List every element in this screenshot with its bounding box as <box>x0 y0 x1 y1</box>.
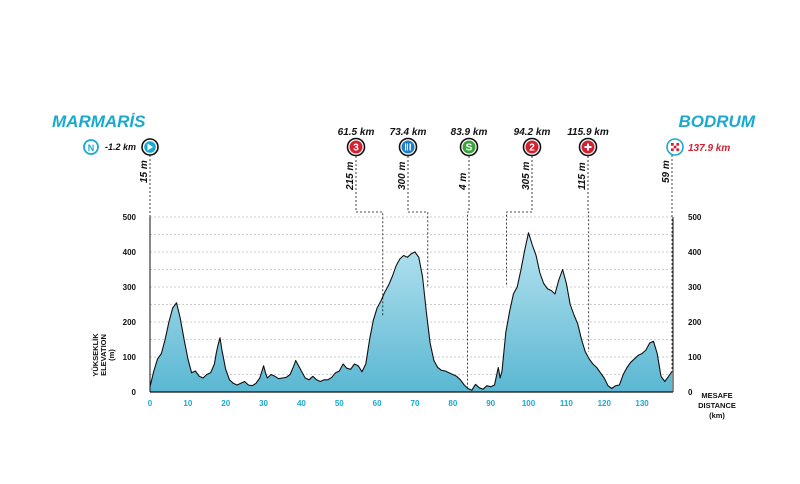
y-tick-right: 400 <box>688 248 702 257</box>
x-tick: 50 <box>335 399 344 408</box>
y-tick-left: 400 <box>123 248 137 257</box>
start-neutral-letter: N <box>88 143 95 153</box>
marker-altitude-label: 4 m <box>458 173 469 191</box>
y-tick-right: 200 <box>688 318 702 327</box>
marker-altitude-label: 215 m <box>345 162 356 191</box>
marker-km-label: 73.4 km <box>390 127 427 138</box>
elevation-area <box>150 232 672 392</box>
y-axis-title-line-3: (m) <box>107 349 116 361</box>
marker-leader-line <box>355 156 384 317</box>
y-axis-title-line-1: YÜKSEKLİK <box>91 333 100 377</box>
marker-leader-line <box>467 156 470 391</box>
x-axis-title-line-3: (km) <box>709 411 725 420</box>
marker-km-label: 94.2 km <box>514 127 551 138</box>
x-tick: 100 <box>522 399 536 408</box>
marker-altitude-label: 115 m <box>577 162 588 190</box>
x-tick: 0 <box>148 399 153 408</box>
y-tick-left: 100 <box>123 353 137 362</box>
x-tick: 130 <box>635 399 649 408</box>
fork-knife-icon <box>405 143 411 151</box>
marker-badge-fill <box>462 140 476 154</box>
marker-badge-fill <box>349 140 363 154</box>
start-city: MARMARİS <box>52 112 146 131</box>
marker-plus: 115.9 km 115 m <box>567 127 609 352</box>
y-tick-right: 300 <box>688 283 702 292</box>
x-tick: 80 <box>448 399 457 408</box>
x-tick: 10 <box>183 399 192 408</box>
marker-badge-fill <box>401 140 415 154</box>
marker-symbol: 2 <box>529 143 535 154</box>
marker-climb: 61.5 km 215 m 3 <box>338 127 384 317</box>
finish-km-label: 137.9 km <box>688 143 730 154</box>
route-markers: 61.5 km 215 m 3 73.4 km 300 m 83.9 km 4 m S 94.2… <box>149 127 673 391</box>
finish-altitude-label: 59 m <box>661 160 672 183</box>
x-tick: 90 <box>486 399 495 408</box>
marker-leader-line <box>587 156 590 352</box>
marker-altitude-label: 305 m <box>521 162 532 190</box>
marker-leader-line <box>407 156 429 287</box>
start-neutral-badge: N <box>83 139 99 155</box>
finish-city: BODRUM <box>679 112 756 131</box>
y-axis-title-line-2: ELEVATION <box>99 334 108 376</box>
y-tick-left: 0 <box>132 388 137 397</box>
y-tick-left: 200 <box>123 318 137 327</box>
marker-km-label: 61.5 km <box>338 127 375 138</box>
x-tick: 120 <box>598 399 612 408</box>
x-tick: 30 <box>259 399 268 408</box>
start-flag-icon <box>141 138 159 156</box>
x-tick: 70 <box>411 399 420 408</box>
start-altitude-label: 15 m <box>139 160 150 183</box>
marker-symbol: S <box>466 143 473 154</box>
x-axis-title-line-1: MESAFE <box>701 391 732 400</box>
y-tick-right: 500 <box>688 213 702 222</box>
marker-km-label: 83.9 km <box>451 127 488 138</box>
y-axis-title: YÜKSEKLİK ELEVATION (m) <box>91 333 116 377</box>
y-tick-right: 0 <box>688 388 693 397</box>
axis-ticks: 0 0 100 100 200 200 300 300 400 400 500 500 0 10 20 30 4… <box>123 213 702 408</box>
marker-symbol: 3 <box>353 143 359 154</box>
x-tick: 20 <box>221 399 230 408</box>
y-tick-left: 500 <box>123 213 137 222</box>
x-axis-title: MESAFE DISTANCE (km) <box>698 391 736 420</box>
x-tick: 40 <box>297 399 306 408</box>
x-tick: 110 <box>560 399 573 408</box>
marker-feed: 73.4 km 300 m <box>390 127 429 287</box>
y-tick-left: 300 <box>123 283 137 292</box>
start-km-label: -1.2 km <box>105 142 136 152</box>
marker-climb: 94.2 km 305 m 2 <box>506 127 551 286</box>
x-tick: 60 <box>373 399 382 408</box>
elevation-line <box>149 232 673 391</box>
x-axis-title-line-2: DISTANCE <box>698 401 736 410</box>
marker-sprint: 83.9 km 4 m S <box>451 127 488 391</box>
marker-altitude-label: 300 m <box>397 162 408 190</box>
plus-icon <box>584 143 592 151</box>
finish-flag-icon <box>666 138 684 156</box>
marker-km-label: 115.9 km <box>567 127 609 138</box>
y-tick-right: 100 <box>688 353 702 362</box>
marker-leader-line <box>506 156 533 286</box>
marker-badge-fill <box>525 140 539 154</box>
profile-area <box>149 232 673 392</box>
